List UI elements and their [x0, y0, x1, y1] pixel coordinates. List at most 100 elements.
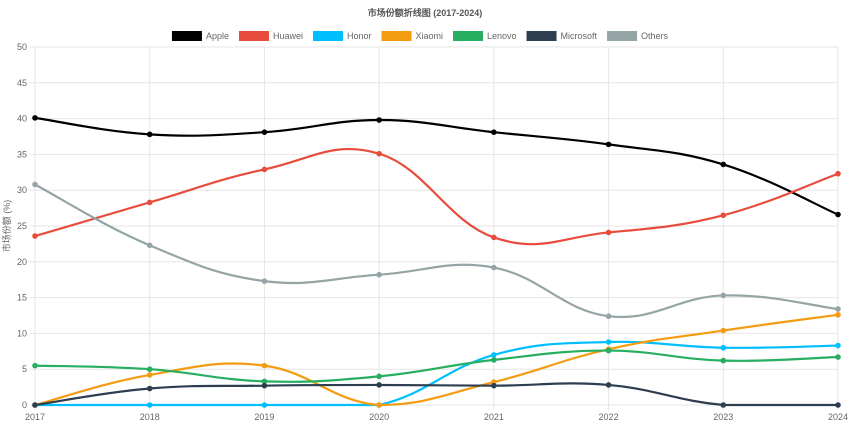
data-point-lenovo[interactable]: [720, 357, 727, 364]
x-tick-label: 2021: [484, 412, 504, 422]
x-tick-label: 2019: [254, 412, 274, 422]
legend-label: Others: [641, 31, 669, 41]
data-point-honor[interactable]: [491, 352, 497, 358]
data-point-apple[interactable]: [835, 211, 841, 218]
data-point-microsoft[interactable]: [261, 382, 268, 389]
y-tick-label: 15: [17, 293, 27, 303]
y-tick-label: 30: [17, 185, 27, 195]
series-microsoft: [32, 382, 841, 408]
data-point-huawei[interactable]: [376, 150, 382, 157]
legend-item-microsoft[interactable]: Microsoft: [526, 31, 598, 41]
y-axis-label: 市场份额 (%): [1, 200, 12, 253]
y-tick-label: 35: [17, 149, 27, 159]
data-point-huawei[interactable]: [261, 166, 268, 173]
legend-swatch: [526, 31, 557, 41]
legend-item-honor[interactable]: Honor: [312, 31, 372, 41]
data-point-lenovo[interactable]: [491, 357, 497, 363]
legend-label: Xiaomi: [415, 31, 443, 41]
legend-item-huawei[interactable]: Huawei: [238, 31, 303, 41]
legend-swatch: [381, 31, 412, 41]
data-point-apple[interactable]: [32, 115, 38, 121]
x-tick-label: 2022: [599, 412, 619, 422]
data-point-apple[interactable]: [146, 131, 153, 138]
data-point-microsoft[interactable]: [720, 402, 727, 408]
data-point-microsoft[interactable]: [146, 385, 153, 392]
data-point-lenovo[interactable]: [146, 366, 153, 373]
y-axis-ticks: 0 5 10 15 20 25 30 35 40 45 50: [17, 42, 27, 410]
data-point-apple[interactable]: [376, 117, 382, 123]
x-tick-label: 2020: [369, 412, 389, 422]
data-point-honor[interactable]: [261, 402, 268, 408]
data-point-apple[interactable]: [605, 141, 612, 148]
data-point-huawei[interactable]: [146, 199, 153, 206]
legend-label: Huawei: [273, 31, 303, 41]
data-point-honor[interactable]: [605, 339, 612, 345]
data-point-honor[interactable]: [835, 342, 841, 349]
series-line-others: [34, 183, 839, 319]
y-tick-label: 10: [17, 328, 27, 338]
data-point-apple[interactable]: [261, 129, 268, 136]
y-tick-label: 50: [17, 42, 27, 52]
data-point-others[interactable]: [146, 242, 153, 249]
data-point-others[interactable]: [261, 278, 268, 284]
y-tick-label: 40: [17, 114, 27, 124]
data-point-microsoft[interactable]: [835, 402, 841, 408]
data-point-lenovo[interactable]: [376, 373, 382, 380]
data-point-honor[interactable]: [720, 344, 727, 351]
data-point-huawei[interactable]: [491, 234, 497, 241]
series-huawei: [32, 147, 841, 246]
data-point-microsoft[interactable]: [605, 382, 612, 388]
data-point-xiaomi[interactable]: [376, 402, 382, 408]
data-point-xiaomi[interactable]: [261, 362, 268, 369]
legend-item-apple[interactable]: Apple: [171, 31, 229, 41]
legend-item-xiaomi[interactable]: Xiaomi: [381, 31, 443, 41]
legend-item-lenovo[interactable]: Lenovo: [453, 31, 517, 41]
data-point-lenovo[interactable]: [32, 362, 38, 369]
series-line-apple: [34, 116, 839, 216]
data-point-others[interactable]: [32, 181, 38, 188]
data-point-lenovo[interactable]: [605, 347, 612, 354]
series-apple: [32, 115, 841, 218]
data-point-xiaomi[interactable]: [720, 327, 727, 334]
x-axis-ticks: 2017 2018 2019 2020 2021 2022 2023 2024: [25, 412, 848, 422]
data-point-apple[interactable]: [720, 161, 727, 168]
series-line-huawei: [34, 147, 839, 246]
data-point-others[interactable]: [376, 271, 382, 278]
y-tick-label: 45: [17, 78, 27, 88]
legend-label: Apple: [206, 31, 229, 41]
data-point-microsoft[interactable]: [32, 402, 38, 408]
legend-swatch: [312, 31, 343, 41]
data-point-xiaomi[interactable]: [835, 311, 841, 318]
y-tick-label: 25: [17, 221, 27, 231]
data-point-huawei[interactable]: [605, 229, 612, 236]
legend: Apple Huawei Honor Xiaomi Lenovo Microsoft Oth…: [171, 31, 669, 41]
y-tick-label: 0: [22, 400, 27, 410]
data-point-others[interactable]: [605, 313, 612, 320]
data-point-microsoft[interactable]: [491, 382, 497, 389]
data-point-apple[interactable]: [491, 129, 497, 136]
data-point-others[interactable]: [491, 264, 497, 271]
x-tick-label: 2018: [140, 412, 160, 422]
data-point-huawei[interactable]: [720, 212, 727, 219]
legend-item-others[interactable]: Others: [607, 31, 669, 41]
chart-title: 市场份额折线图 (2017-2024): [368, 7, 483, 18]
data-point-honor[interactable]: [146, 402, 153, 408]
legend-swatch: [238, 31, 269, 41]
legend-swatch: [171, 31, 202, 41]
x-tick-label: 2023: [713, 412, 733, 422]
grid: [30, 46, 839, 410]
data-point-xiaomi[interactable]: [146, 372, 153, 378]
data-point-huawei[interactable]: [835, 170, 841, 177]
data-point-others[interactable]: [720, 292, 727, 299]
data-point-huawei[interactable]: [32, 233, 38, 239]
data-point-others[interactable]: [835, 306, 841, 312]
data-point-lenovo[interactable]: [261, 378, 268, 385]
data-point-lenovo[interactable]: [835, 354, 841, 360]
series-line-lenovo: [34, 349, 839, 383]
legend-swatch: [453, 31, 484, 41]
legend-label: Microsoft: [561, 31, 598, 41]
data-point-microsoft[interactable]: [376, 382, 382, 388]
series-line-microsoft: [34, 382, 838, 407]
x-tick-label: 2017: [25, 412, 45, 422]
